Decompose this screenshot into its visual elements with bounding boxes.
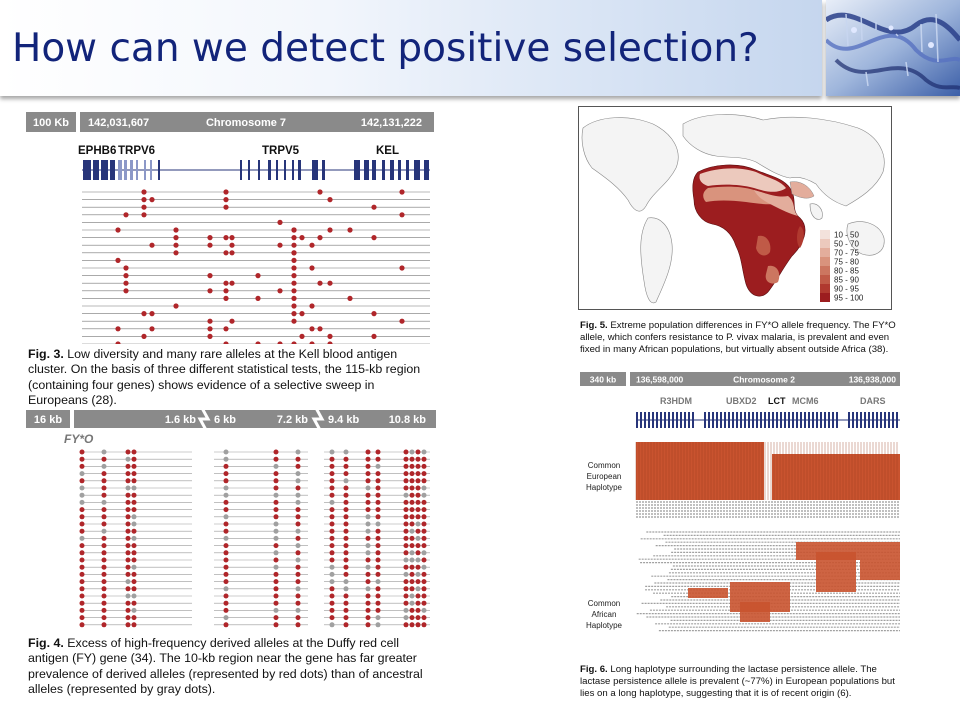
fig4-segment-1: 1.6 kb [165,414,196,426]
fig6-gene-r3hdm: R3HDM [660,396,692,406]
legend-label: 95 - 100 [834,294,864,303]
legend-swatch [820,230,830,239]
legend-swatch [820,248,830,257]
fig3-gene-trpv6: TRPV6 [118,145,155,157]
legend-label: 50 - 70 [834,240,859,249]
fig4-caption-text: Excess of high-frequency derived alleles… [28,636,423,696]
fig6-african-label: Common African Haplotype [586,599,623,630]
legend-label: 10 - 50 [834,231,859,240]
fig4-segment-5: 10.8 kb [389,414,427,426]
world-map-outline [581,114,885,304]
fig4-scale-box [26,410,70,428]
legend-swatch [820,266,830,275]
fig4-allele-label: FY*O [64,432,94,446]
fig6-scale-box [580,372,626,386]
fig3-coord-bar [80,112,434,132]
legend-label: 85 - 90 [834,276,859,285]
fig4-caption-label: Fig. 4. [28,636,64,650]
fig4-segment-bar [74,410,436,428]
fig4-segment-3: 7.2 kb [277,414,308,426]
fig3-haplotype-figure: 100 Kb 142,031,607 Chromosome 7 142,131,… [26,112,434,344]
legend-label: 80 - 85 [834,267,859,276]
fig6-haplotype-plot [635,442,900,632]
fig5-caption-text: Extreme population differences in FY*O a… [580,320,896,355]
fig3-caption: Fig. 3. Low diversity and many rare alle… [28,347,436,408]
fig6-haplotype-figure: 340 kb 136,598,000 Chromosome 2 136,938,… [580,372,900,632]
fig3-gene-track [82,160,430,180]
fig3-haplotype-rows [82,189,430,344]
legend-swatch [820,239,830,248]
fig6-gene-dars: DARS [860,396,886,406]
fig6-coord-end: 136,938,000 [849,375,897,385]
svg-text:African: African [592,610,617,619]
fig6-gene-mcm6: MCM6 [792,396,819,406]
fig3-gene-trpv5: TRPV5 [262,145,300,157]
fig3-caption-text: Low diversity and many rare alleles at t… [28,347,421,407]
slide-title: How can we detect positive selection? [12,26,759,71]
legend-swatch [820,257,830,266]
svg-text:Haplotype: Haplotype [586,483,623,492]
svg-text:Common: Common [588,461,620,470]
fig6-chromosome: Chromosome 2 [733,375,795,385]
dna-helix-image [826,0,960,96]
fig3-scale-box [26,112,76,132]
fig6-scale-label: 340 kb [590,375,616,385]
svg-text:European: European [587,472,622,481]
fig4-segment-4: 9.4 kb [328,414,359,426]
svg-text:Common: Common [588,599,620,608]
fig3-gene-ephb6: EPHB6 [78,145,116,157]
fig6-caption-text: Long haplotype surrounding the lactase p… [580,664,895,699]
fig4-caption: Fig. 4. Excess of high-frequency derived… [28,636,436,697]
fig6-european-label: Common European Haplotype [586,461,623,492]
legend-swatch [820,293,830,302]
fig6-coord-start: 136,598,000 [636,375,684,385]
fig6-gene-track [636,412,900,428]
fig4-segment-2: 6 kb [214,414,236,426]
fig6-caption-label: Fig. 6. [580,664,608,675]
fig6-caption: Fig. 6. Long haplotype surrounding the l… [580,664,898,699]
legend-label: 90 - 95 [834,285,859,294]
fig5-caption: Fig. 5. Extreme population differences i… [580,320,898,355]
fig3-gene-kel: KEL [376,145,399,157]
legend-swatch [820,275,830,284]
fig4-scale-label: 16 kb [34,414,62,426]
fig3-scale-label: 100 Kb [33,117,69,129]
north-africa-band [699,168,786,192]
fig5-caption-label: Fig. 5. [580,320,608,331]
legend-label: 70 - 75 [834,249,859,258]
fig6-gene-ubxd2: UBXD2 [726,396,757,406]
fig6-coord-bar [630,372,900,386]
fig3-chromosome: Chromosome 7 [206,117,286,129]
fig3-coord-start: 142,031,607 [88,117,149,129]
fig4-haplotype-rows [79,449,430,628]
legend-label: 75 - 80 [834,258,859,267]
title-bar: How can we detect positive selection? [0,0,822,96]
fig3-caption-label: Fig. 3. [28,347,64,361]
svg-text:Haplotype: Haplotype [586,621,623,630]
legend-swatch [820,284,830,293]
fig4-allele-figure: 16 kb 1.6 kb 6 kb 7.2 kb 9.4 kb 10.8 kb … [26,410,436,628]
fig6-gene-lct: LCT [768,396,786,406]
fig3-coord-end: 142,131,222 [361,117,422,129]
